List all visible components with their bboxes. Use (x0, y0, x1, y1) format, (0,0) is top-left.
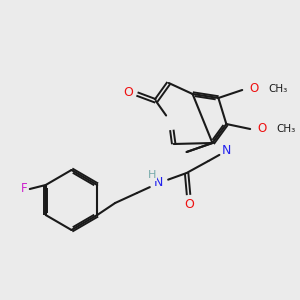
Text: N: N (154, 176, 164, 188)
Text: H: H (148, 170, 156, 180)
Text: O: O (257, 122, 267, 136)
Text: CH₃: CH₃ (276, 124, 295, 134)
Text: N: N (222, 145, 231, 158)
Text: O: O (123, 86, 133, 100)
Text: F: F (20, 182, 27, 196)
Text: O: O (250, 82, 259, 95)
Text: O: O (184, 197, 194, 211)
Text: CH₃: CH₃ (268, 84, 287, 94)
